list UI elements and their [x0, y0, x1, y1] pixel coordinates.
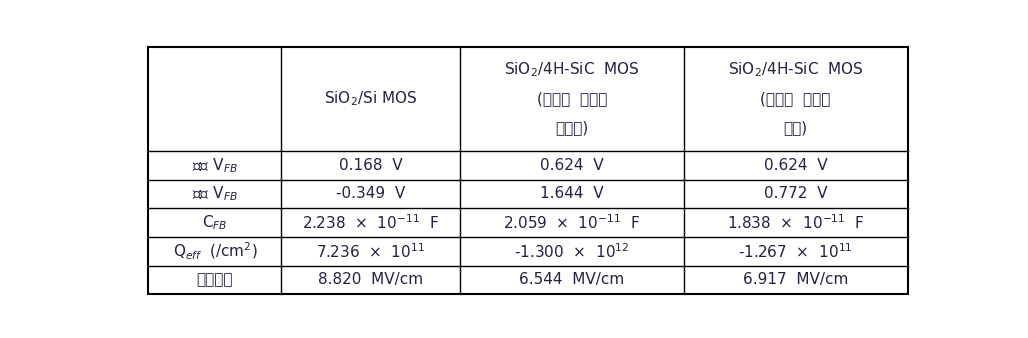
Text: SiO$_2$/4H-SiC  MOS: SiO$_2$/4H-SiC MOS	[728, 61, 864, 79]
Text: 6.544  MV/cm: 6.544 MV/cm	[519, 272, 624, 288]
Text: 1.838  ×  10$^{-11}$  F: 1.838 × 10$^{-11}$ F	[727, 213, 865, 232]
Text: 측정 V$_{FB}$: 측정 V$_{FB}$	[192, 185, 237, 203]
Text: 6.917  MV/cm: 6.917 MV/cm	[743, 272, 848, 288]
Text: 미적용): 미적용)	[555, 121, 588, 136]
Text: (포스트  어닐링: (포스트 어닐링	[537, 92, 607, 106]
Text: 0.624  V: 0.624 V	[764, 158, 828, 173]
Text: -0.349  V: -0.349 V	[336, 187, 405, 201]
Text: 1.644  V: 1.644 V	[540, 187, 603, 201]
Text: C$_{FB}$: C$_{FB}$	[203, 213, 227, 232]
Text: 0.168  V: 0.168 V	[338, 158, 402, 173]
Text: 0.772  V: 0.772 V	[764, 187, 828, 201]
Text: 2.238  ×  10$^{-11}$  F: 2.238 × 10$^{-11}$ F	[302, 213, 439, 232]
Text: 8.820  MV/cm: 8.820 MV/cm	[318, 272, 424, 288]
Text: -1.267  ×  10$^{11}$: -1.267 × 10$^{11}$	[738, 242, 853, 261]
Text: SiO$_2$/Si MOS: SiO$_2$/Si MOS	[324, 90, 417, 108]
Text: 7.236  ×  10$^{11}$: 7.236 × 10$^{11}$	[316, 242, 425, 261]
Text: Q$_{eff}$  (/cm$^2$): Q$_{eff}$ (/cm$^2$)	[173, 241, 257, 262]
Text: 항복전계: 항복전계	[196, 272, 233, 288]
Text: 2.059  ×  10$^{-11}$  F: 2.059 × 10$^{-11}$ F	[503, 213, 640, 232]
Text: -1.300  ×  10$^{12}$: -1.300 × 10$^{12}$	[514, 242, 629, 261]
Text: 이론 V$_{FB}$: 이론 V$_{FB}$	[192, 156, 237, 175]
Text: 적용): 적용)	[783, 121, 808, 136]
Text: SiO$_2$/4H-SiC  MOS: SiO$_2$/4H-SiC MOS	[504, 61, 639, 79]
Text: 0.624  V: 0.624 V	[540, 158, 603, 173]
Text: (포스트  어닐링: (포스트 어닐링	[761, 92, 831, 106]
